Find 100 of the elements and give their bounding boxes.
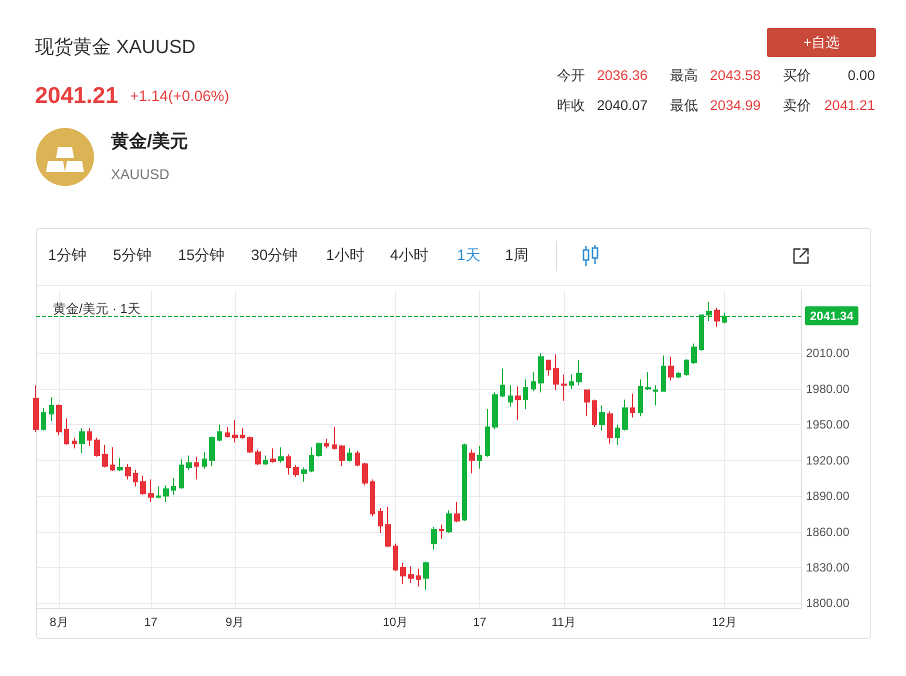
candlestick	[508, 384, 513, 408]
candlestick	[477, 446, 482, 470]
candlestick	[469, 449, 475, 474]
text: 2040.07	[597, 97, 648, 114]
y-tick-label: 2010.00	[806, 346, 850, 360]
x-tick-label: 8月	[50, 615, 68, 629]
candlestick	[33, 384, 39, 432]
candlestick	[163, 484, 169, 502]
candlestick	[416, 568, 421, 588]
text: 昨收	[557, 97, 585, 114]
candlestick	[592, 399, 597, 428]
candlestick	[393, 543, 398, 572]
text: 2036.36	[597, 67, 648, 84]
candlestick	[645, 372, 651, 391]
candlestick	[355, 450, 360, 467]
candlestick	[94, 437, 100, 458]
candlestick	[385, 506, 391, 548]
candlestick	[263, 455, 268, 466]
candlestick	[553, 354, 559, 391]
candlestick	[439, 524, 444, 540]
text: 5分钟	[113, 247, 152, 265]
text: 1天	[457, 247, 480, 265]
text: 2043.58	[710, 67, 761, 84]
candlestick	[102, 444, 108, 468]
text: 黄金/美元	[111, 131, 188, 153]
candlestick	[301, 466, 307, 482]
candlestick	[286, 454, 291, 476]
candlestick	[653, 384, 658, 406]
button: +自选	[767, 28, 876, 57]
text: 2041.21	[824, 97, 875, 114]
candlestick	[531, 372, 536, 392]
candlestick	[270, 448, 276, 464]
candlestick	[171, 478, 176, 496]
candlestick	[661, 355, 666, 392]
candlestick	[423, 561, 429, 591]
candlestick	[247, 436, 253, 454]
candlestick	[615, 424, 620, 446]
candlestick	[408, 566, 414, 584]
x-tick-label: 17	[144, 615, 158, 629]
candlestick	[462, 443, 467, 522]
y-tick-label: 1920.00	[806, 453, 850, 468]
text: 黄金/美元 · 1天	[53, 301, 140, 316]
ref-line-label: 2041.34	[810, 308, 854, 323]
text: 1周	[505, 247, 528, 265]
candlestick	[209, 436, 215, 467]
y-tick-label: 1830.00	[806, 560, 850, 575]
candlestick	[622, 399, 628, 432]
candlestick	[538, 352, 544, 393]
text: 2034.99	[710, 97, 761, 114]
x-tick-label: 12月	[712, 615, 738, 629]
x-tick-label: 11月	[552, 615, 576, 629]
candlestick	[607, 410, 613, 444]
candlestick	[309, 446, 314, 473]
candlestick	[293, 464, 299, 478]
candlestick	[87, 428, 92, 447]
text: 1分钟	[48, 247, 86, 265]
candlestick	[179, 458, 184, 490]
candlestick	[599, 405, 605, 432]
text: 1小时	[326, 247, 364, 265]
text: XAUUSD	[111, 166, 170, 183]
text: 最高	[670, 67, 698, 84]
text: 现货黄金 XAUUSD	[35, 37, 196, 60]
x-tick-label: 10月	[382, 615, 408, 629]
candlestick	[339, 444, 345, 467]
text: 15分钟	[178, 247, 225, 265]
candlestick	[431, 526, 437, 550]
candlestick	[202, 451, 207, 470]
candlestick	[41, 407, 46, 432]
text: +1.14(+0.06%)	[130, 88, 230, 106]
candlestick	[186, 455, 192, 470]
candlestick	[630, 393, 635, 418]
text: 今开	[557, 67, 585, 84]
text: 买价	[783, 67, 811, 84]
text: 2041.21	[35, 82, 118, 110]
candlestick	[668, 356, 674, 382]
candlestick	[194, 456, 199, 480]
text: 最低	[670, 97, 698, 114]
candlestick	[324, 438, 329, 449]
candlestick	[347, 448, 352, 462]
candlestick	[362, 462, 368, 486]
candlestick	[278, 446, 284, 464]
y-tick-label: 1890.00	[806, 489, 850, 504]
y-tick-label: 1860.00	[806, 524, 850, 539]
candlestick	[110, 446, 115, 472]
candlestick	[638, 378, 643, 417]
candlestick	[400, 562, 406, 585]
candlestick	[316, 442, 322, 458]
y-tick-label: 1800.00	[806, 596, 850, 610]
candlestick	[576, 360, 582, 386]
candlestick	[485, 408, 490, 458]
candlestick	[714, 307, 720, 328]
candlestick	[691, 343, 697, 364]
candlestick	[140, 475, 146, 496]
candlestick	[515, 386, 521, 420]
y-tick-label: 1980.00	[806, 382, 850, 396]
x-tick-label: 17	[473, 615, 487, 629]
candlestick	[684, 358, 689, 376]
x-tick-label: 9月	[226, 615, 244, 629]
candlestick	[79, 428, 85, 454]
candlestick	[117, 457, 123, 472]
